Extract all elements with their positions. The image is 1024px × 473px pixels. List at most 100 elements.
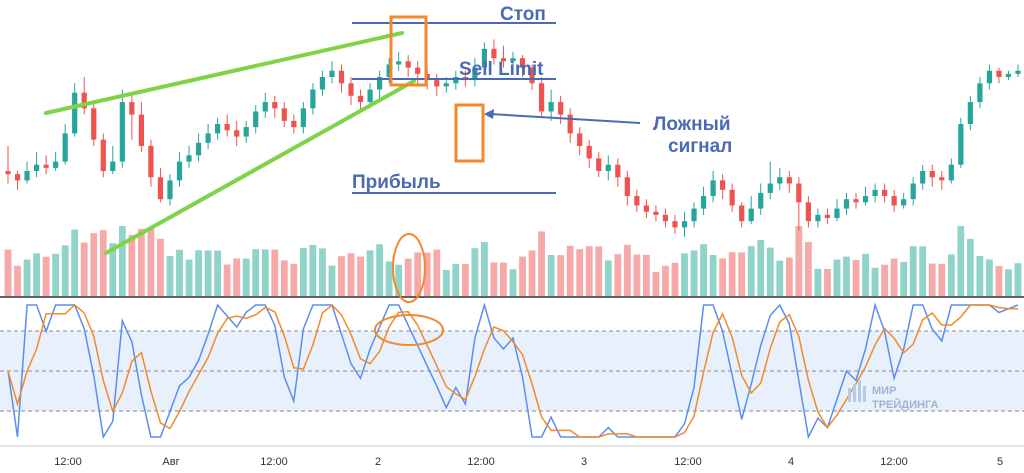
volume-bar xyxy=(99,230,107,296)
volume-bar xyxy=(90,233,98,296)
candle-body xyxy=(243,127,249,137)
volume-bar xyxy=(176,249,183,296)
volume-bar xyxy=(23,259,31,296)
volume-bar xyxy=(824,269,831,296)
volume-bar xyxy=(614,254,622,296)
candle-body xyxy=(739,205,745,222)
candle-body xyxy=(758,192,764,209)
candle-body xyxy=(62,133,68,162)
candle-body xyxy=(300,108,306,128)
volume-bar xyxy=(347,253,355,296)
candle-body xyxy=(510,58,516,62)
candle-body xyxy=(396,61,402,65)
candle-body xyxy=(815,214,821,222)
candle-body xyxy=(338,70,345,84)
candle-body xyxy=(586,145,592,159)
candle-body xyxy=(434,80,440,87)
volume-bar xyxy=(1014,263,1022,296)
volume-bar xyxy=(385,261,393,296)
volume-bar xyxy=(719,258,727,296)
stochastic-ellipse xyxy=(374,314,444,346)
volume-ellipse xyxy=(392,233,426,303)
volume-bar xyxy=(595,246,603,296)
candle-body xyxy=(986,70,993,84)
volume-bar xyxy=(519,256,526,296)
candle-body xyxy=(710,180,716,197)
candle-body xyxy=(291,120,297,128)
volume-bar xyxy=(538,231,545,296)
false-signal-arrowhead xyxy=(484,109,494,119)
volume-bar xyxy=(928,263,936,296)
candle-body xyxy=(386,64,392,77)
candle-body xyxy=(996,70,1002,77)
candle-body xyxy=(234,130,240,137)
candle-body xyxy=(81,92,87,109)
volume-bar xyxy=(61,245,69,296)
volume-bar xyxy=(204,250,212,296)
volume-bar xyxy=(471,248,479,296)
candle-body xyxy=(415,67,421,74)
candle-body xyxy=(958,124,964,165)
candle-body xyxy=(824,214,831,218)
candle-body xyxy=(786,177,792,184)
volume-bar xyxy=(195,250,202,296)
watermark-line1: МИР xyxy=(872,385,896,397)
candle-body xyxy=(167,180,173,200)
candle-body xyxy=(138,114,144,146)
candle-body xyxy=(748,208,754,222)
candle-body xyxy=(767,183,773,193)
volume-bar xyxy=(128,235,136,296)
candle-body xyxy=(891,196,897,206)
candle-body xyxy=(100,139,106,171)
volume-bar xyxy=(357,256,364,296)
volume-bar xyxy=(423,252,431,296)
candle-body xyxy=(1015,70,1021,74)
volume-bar xyxy=(709,255,717,296)
watermark-bar-4 xyxy=(863,386,866,402)
candle-body xyxy=(43,164,49,168)
volume-bar xyxy=(547,255,555,296)
candle-body xyxy=(615,164,621,178)
volume-bar xyxy=(299,248,307,296)
signal-candle-box xyxy=(389,15,428,87)
volume-bar xyxy=(328,265,336,296)
volume-bar xyxy=(995,266,1003,296)
volume-bar xyxy=(890,258,898,296)
volume-bar xyxy=(909,246,917,296)
candle-body xyxy=(272,102,278,109)
volume-bar xyxy=(452,263,460,296)
volume-bar xyxy=(1005,269,1012,296)
volume-bar xyxy=(652,272,660,296)
volume-bar xyxy=(309,245,317,296)
volume-bar xyxy=(728,252,736,296)
volume-bar xyxy=(52,253,60,296)
candle-body xyxy=(558,102,564,115)
false-signal-arrow xyxy=(489,113,641,124)
x-axis: 12:00 Авг 12:00 2 12:00 3 12:00 4 12:00 … xyxy=(54,456,1003,468)
x-tick-label: 12:00 xyxy=(54,456,82,468)
volume-bar xyxy=(662,265,669,296)
volume-bar xyxy=(862,253,869,296)
volume-bar xyxy=(223,264,231,296)
candle-body xyxy=(491,48,497,59)
candle-body xyxy=(453,77,459,84)
candle-body xyxy=(519,58,526,68)
volume-bar xyxy=(290,263,298,296)
candle-body xyxy=(796,183,802,203)
sell-limit-label: Sell Limit xyxy=(459,59,544,80)
candle-body xyxy=(929,171,935,178)
candle-body xyxy=(14,174,21,181)
candle-body xyxy=(72,92,78,134)
watermark-bar-1 xyxy=(848,388,851,402)
volume-bar xyxy=(33,253,40,296)
x-tick-label: 12:00 xyxy=(467,456,495,468)
x-tick-label: Авг xyxy=(162,456,179,468)
volume-bar xyxy=(986,259,993,296)
candle-body xyxy=(119,102,125,162)
candle-body xyxy=(53,161,59,168)
candle-body xyxy=(700,196,707,209)
candle-body xyxy=(148,145,154,178)
volume-bar xyxy=(585,246,593,296)
volume-bar xyxy=(566,245,574,296)
